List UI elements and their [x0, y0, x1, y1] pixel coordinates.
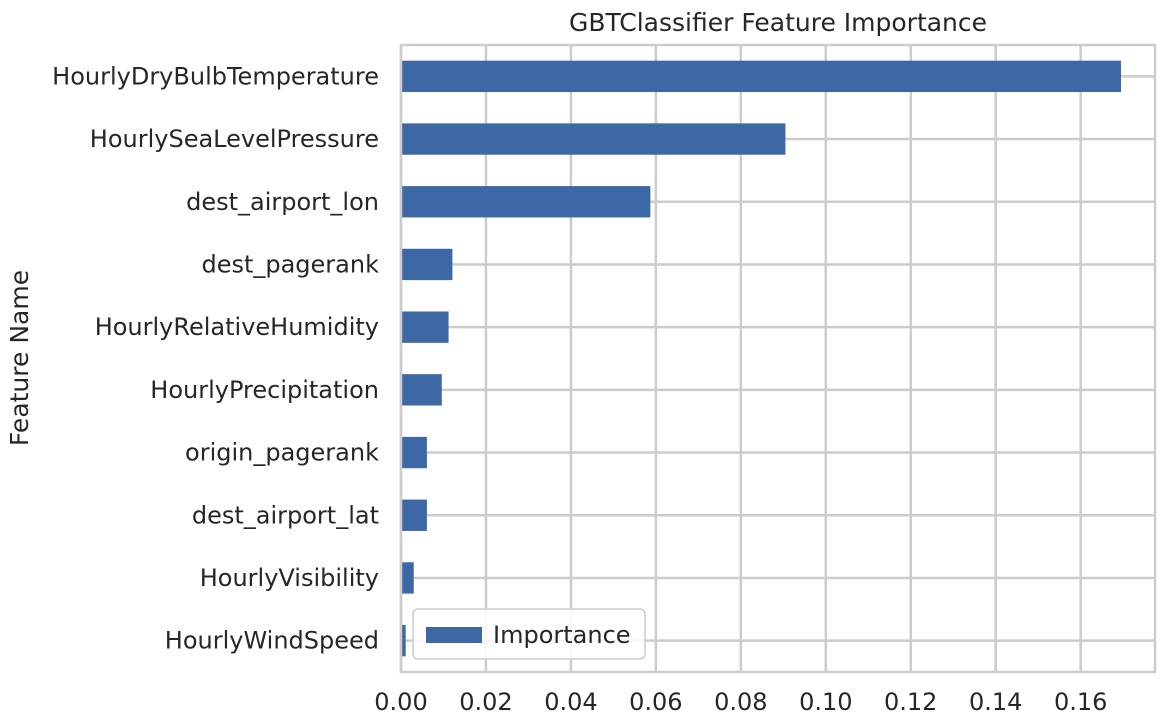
chart-title: GBTClassifier Feature Importance [569, 8, 987, 37]
legend-box [412, 608, 646, 660]
x-tick-label: 0.14 [969, 688, 1022, 716]
y-tick-label: dest_airport_lat [192, 501, 379, 529]
legend-label: Importance [493, 621, 631, 649]
y-tick-label: dest_airport_lon [186, 188, 379, 216]
bars [401, 60, 1122, 657]
y-tick-label: HourlyPrecipitation [150, 376, 379, 404]
bar [401, 123, 786, 155]
bar [401, 562, 414, 594]
x-tick-labels: 0.00 0.02 0.04 0.06 0.08 0.10 0.12 0.14 0.16 [374, 688, 1107, 716]
y-tick-label: origin_pagerank [185, 439, 379, 467]
y-tick-label: HourlyWindSpeed [165, 627, 379, 655]
bar [401, 248, 453, 281]
x-tick-label: 0.00 [374, 688, 427, 716]
bar [401, 374, 442, 406]
legend: Importance [412, 608, 646, 660]
y-tick-labels: HourlyDryBulbTemperature HourlySeaLevelPr… [52, 62, 379, 654]
x-tick-label: 0.08 [714, 688, 767, 716]
x-tick-label: 0.02 [459, 688, 512, 716]
bar [401, 624, 406, 657]
bar [401, 60, 1122, 93]
x-tick-label: 0.04 [544, 688, 597, 716]
y-tick-label: HourlyRelativeHumidity [95, 313, 379, 341]
x-tick-label: 0.16 [1054, 688, 1107, 716]
x-tick-label: 0.06 [629, 688, 682, 716]
bar [401, 499, 427, 531]
x-tick-label: 0.10 [799, 688, 852, 716]
bar [401, 311, 449, 343]
y-tick-label: dest_pagerank [201, 250, 379, 278]
y-tick-label: HourlyDryBulbTemperature [52, 62, 379, 90]
bar [401, 186, 651, 218]
bar [401, 436, 427, 469]
plot-frame [399, 43, 1157, 674]
x-tick-label: 0.12 [884, 688, 937, 716]
y-tick-label: HourlySeaLevelPressure [90, 125, 379, 153]
legend-swatch [426, 627, 482, 643]
y-tick-label: HourlyVisibility [200, 564, 379, 592]
y-axis-label: Feature Name [5, 270, 34, 446]
